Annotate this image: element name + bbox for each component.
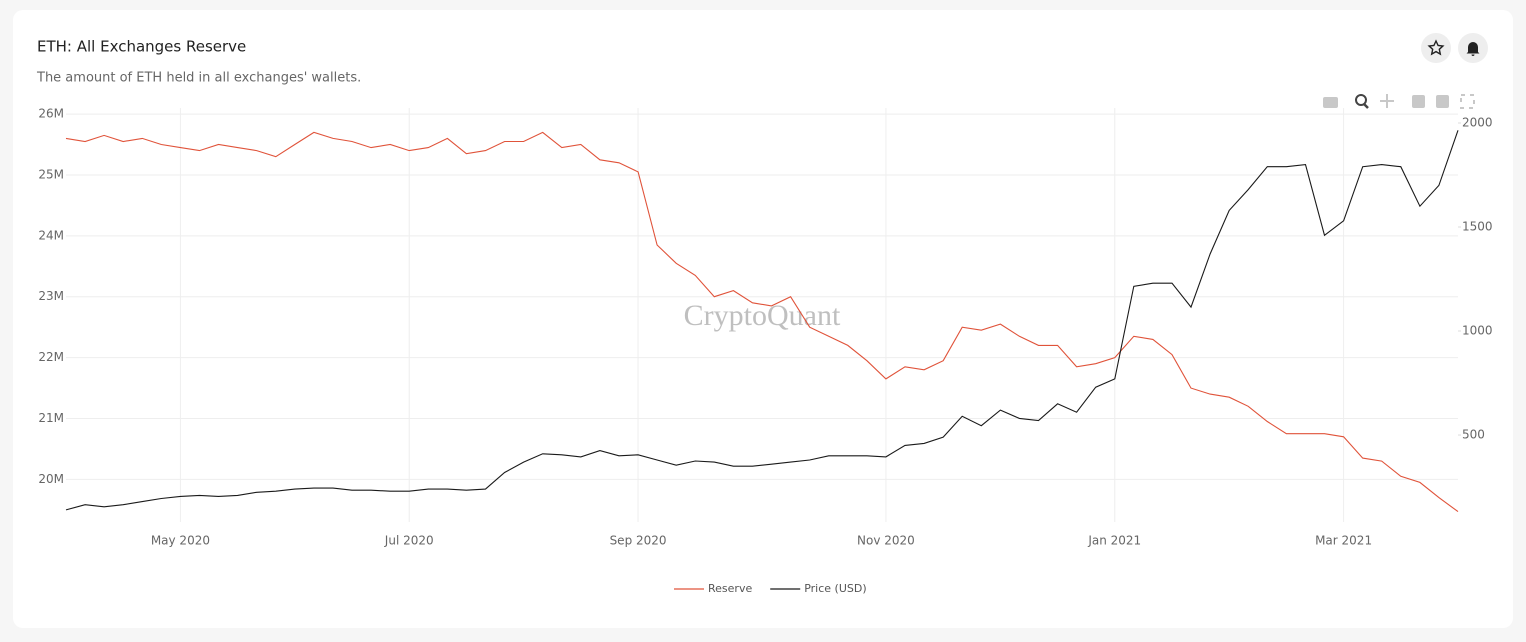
y2-tick-label: 2000: [1462, 115, 1493, 129]
x-tick-label: May 2020: [151, 534, 210, 548]
camera-icon[interactable]: [1323, 97, 1338, 108]
zoom-in-icon[interactable]: [1412, 95, 1425, 108]
y-tick-label: 25M: [38, 167, 64, 181]
y2-tick-label: 1500: [1462, 219, 1493, 233]
zoom-icon[interactable]: [1355, 94, 1369, 109]
y-tick-label: 22M: [38, 350, 64, 364]
alert-button[interactable]: [1458, 33, 1488, 63]
zoom-out-icon[interactable]: [1436, 95, 1449, 108]
series-line: [65, 130, 1459, 511]
card: [13, 10, 1513, 628]
x-tick-label: Sep 2020: [610, 534, 667, 548]
chart-subtitle: The amount of ETH held in all exchanges'…: [36, 71, 361, 86]
y-tick-label: 26M: [38, 107, 64, 121]
reset-icon[interactable]: [1460, 94, 1475, 109]
y-tick-label: 23M: [38, 289, 64, 303]
pan-icon[interactable]: [1380, 94, 1394, 108]
x-tick-label: Jan 2021: [1087, 534, 1141, 548]
x-tick-label: Jul 2020: [384, 534, 434, 548]
y-tick-label: 21M: [38, 411, 64, 425]
chart-title: ETH: All Exchanges Reserve: [37, 38, 246, 56]
y-tick-label: 24M: [38, 228, 64, 242]
favorite-button[interactable]: [1421, 33, 1451, 63]
y-tick-label: 20M: [38, 472, 64, 486]
x-tick-label: Mar 2021: [1315, 534, 1372, 548]
toolbar: [1323, 94, 1475, 109]
legend-label: Reserve: [708, 582, 752, 595]
y2-tick-label: 1000: [1462, 324, 1493, 338]
legend-label: Price (USD): [804, 582, 866, 595]
watermark: CryptoQuant: [684, 299, 841, 332]
y2-tick-label: 500: [1462, 428, 1485, 442]
x-tick-label: Nov 2020: [857, 534, 915, 548]
series-line: [65, 131, 1459, 513]
